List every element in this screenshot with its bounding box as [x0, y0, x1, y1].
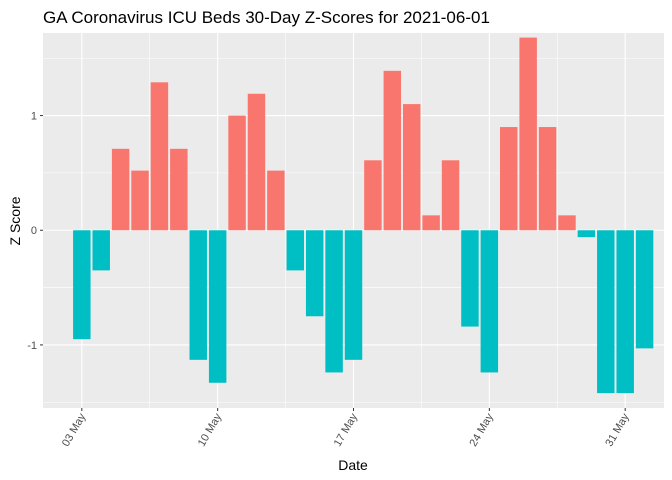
bar — [480, 230, 499, 373]
bar — [228, 115, 246, 231]
bar — [616, 230, 634, 394]
y-axis-title: Z Score — [7, 196, 23, 245]
bar — [150, 82, 169, 231]
x-tick-label: 10 May — [196, 411, 225, 449]
bar — [267, 170, 285, 231]
bar — [305, 230, 324, 317]
y-tick-label: 0 — [31, 225, 37, 237]
bar — [286, 230, 305, 271]
bar — [189, 230, 207, 360]
bar — [364, 160, 382, 231]
x-tick-label: 24 May — [468, 411, 497, 449]
bar — [635, 230, 654, 349]
bar — [383, 70, 402, 231]
bar — [461, 230, 479, 327]
bar — [208, 230, 227, 383]
x-tick-label: 17 May — [332, 411, 361, 449]
bar — [170, 148, 188, 231]
bar — [325, 230, 343, 373]
chart-title: GA Coronavirus ICU Beds 30-Day Z-Scores … — [43, 8, 490, 27]
bar — [111, 148, 130, 231]
bars — [73, 37, 654, 394]
bar — [538, 127, 557, 231]
y-tick-label: -1 — [27, 340, 37, 352]
x-axis-title: Date — [338, 457, 368, 473]
bar — [519, 37, 537, 231]
bar — [73, 230, 91, 340]
bar — [558, 215, 576, 231]
bar — [92, 230, 110, 271]
x-tick-label: 03 May — [60, 411, 89, 449]
x-tick-label: 31 May — [603, 411, 632, 449]
bar — [402, 104, 421, 231]
bar — [344, 230, 363, 360]
y-tick-label: 1 — [31, 111, 37, 123]
bar — [441, 160, 460, 231]
bar — [500, 127, 518, 231]
bar — [597, 230, 615, 394]
bar — [422, 215, 440, 231]
bar — [131, 170, 149, 231]
bar — [577, 230, 596, 238]
bar — [247, 93, 266, 231]
